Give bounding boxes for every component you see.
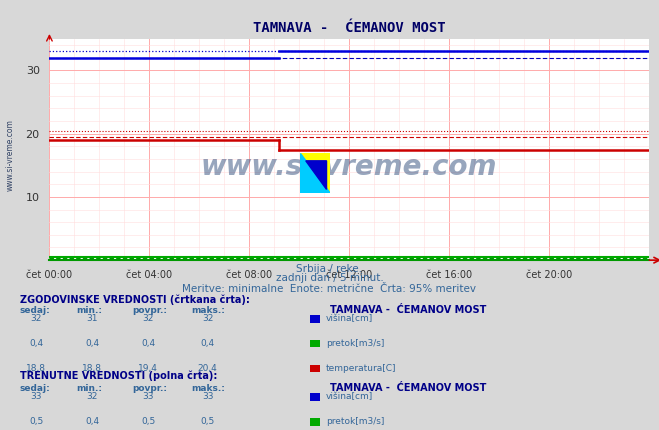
Text: višina[cm]: višina[cm] bbox=[326, 314, 374, 323]
Text: TAMNAVA -  ĆEMANOV MOST: TAMNAVA - ĆEMANOV MOST bbox=[330, 305, 486, 315]
Title: TAMNAVA -  ĆEMANOV MOST: TAMNAVA - ĆEMANOV MOST bbox=[253, 21, 445, 35]
Text: pretok[m3/s]: pretok[m3/s] bbox=[326, 417, 385, 426]
Polygon shape bbox=[306, 161, 327, 189]
Text: 0,4: 0,4 bbox=[29, 339, 43, 348]
Text: 18,8: 18,8 bbox=[82, 364, 102, 373]
Text: Meritve: minimalne  Enote: metrične  Črta: 95% meritev: Meritve: minimalne Enote: metrične Črta:… bbox=[183, 283, 476, 294]
Text: www.si-vreme.com: www.si-vreme.com bbox=[201, 153, 498, 181]
Text: www.si-vreme.com: www.si-vreme.com bbox=[5, 119, 14, 191]
Text: 0,4: 0,4 bbox=[85, 339, 100, 348]
Text: 18,8: 18,8 bbox=[26, 364, 46, 373]
Text: ZGODOVINSKE VREDNOSTI (črtkana črta):: ZGODOVINSKE VREDNOSTI (črtkana črta): bbox=[20, 295, 250, 305]
Text: 32: 32 bbox=[86, 392, 98, 401]
Text: 32: 32 bbox=[142, 314, 154, 323]
Text: 32: 32 bbox=[30, 314, 42, 323]
Text: 33: 33 bbox=[30, 392, 42, 401]
Text: min.:: min.: bbox=[76, 306, 101, 315]
Text: 33: 33 bbox=[142, 392, 154, 401]
Text: 0,4: 0,4 bbox=[85, 417, 100, 426]
Text: sedaj:: sedaj: bbox=[20, 384, 51, 393]
Text: 31: 31 bbox=[86, 314, 98, 323]
Text: višina[cm]: višina[cm] bbox=[326, 392, 374, 401]
Text: TAMNAVA -  ĆEMANOV MOST: TAMNAVA - ĆEMANOV MOST bbox=[330, 383, 486, 393]
Text: TRENUTNE VREDNOSTI (polna črta):: TRENUTNE VREDNOSTI (polna črta): bbox=[20, 371, 217, 381]
Polygon shape bbox=[300, 153, 330, 194]
Text: 20,4: 20,4 bbox=[198, 364, 217, 373]
Text: 0,4: 0,4 bbox=[200, 339, 215, 348]
Text: povpr.:: povpr.: bbox=[132, 384, 167, 393]
Text: 0,4: 0,4 bbox=[141, 339, 156, 348]
Text: zadnji dan / 5 minut.: zadnji dan / 5 minut. bbox=[275, 273, 384, 283]
Polygon shape bbox=[300, 153, 330, 194]
Text: maks.:: maks.: bbox=[191, 306, 225, 315]
Text: temperatura[C]: temperatura[C] bbox=[326, 364, 397, 373]
Text: 0,5: 0,5 bbox=[29, 417, 43, 426]
Text: sedaj:: sedaj: bbox=[20, 306, 51, 315]
Text: pretok[m3/s]: pretok[m3/s] bbox=[326, 339, 385, 348]
Text: Srbija / reke.: Srbija / reke. bbox=[297, 264, 362, 274]
Text: 0,5: 0,5 bbox=[200, 417, 215, 426]
Text: povpr.:: povpr.: bbox=[132, 306, 167, 315]
Text: maks.:: maks.: bbox=[191, 384, 225, 393]
Text: min.:: min.: bbox=[76, 384, 101, 393]
Text: 33: 33 bbox=[202, 392, 214, 401]
Text: 19,4: 19,4 bbox=[138, 364, 158, 373]
Text: 0,5: 0,5 bbox=[141, 417, 156, 426]
Text: 32: 32 bbox=[202, 314, 214, 323]
